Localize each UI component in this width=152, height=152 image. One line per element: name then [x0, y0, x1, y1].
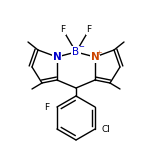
Text: F: F [86, 26, 92, 35]
Text: N: N [91, 52, 99, 62]
Text: +: + [96, 50, 102, 56]
Text: B: B [73, 47, 79, 57]
Text: Cl: Cl [102, 124, 111, 133]
Text: F: F [60, 26, 66, 35]
Text: −: − [78, 44, 84, 50]
Text: N: N [53, 52, 61, 62]
Text: F: F [44, 102, 50, 112]
